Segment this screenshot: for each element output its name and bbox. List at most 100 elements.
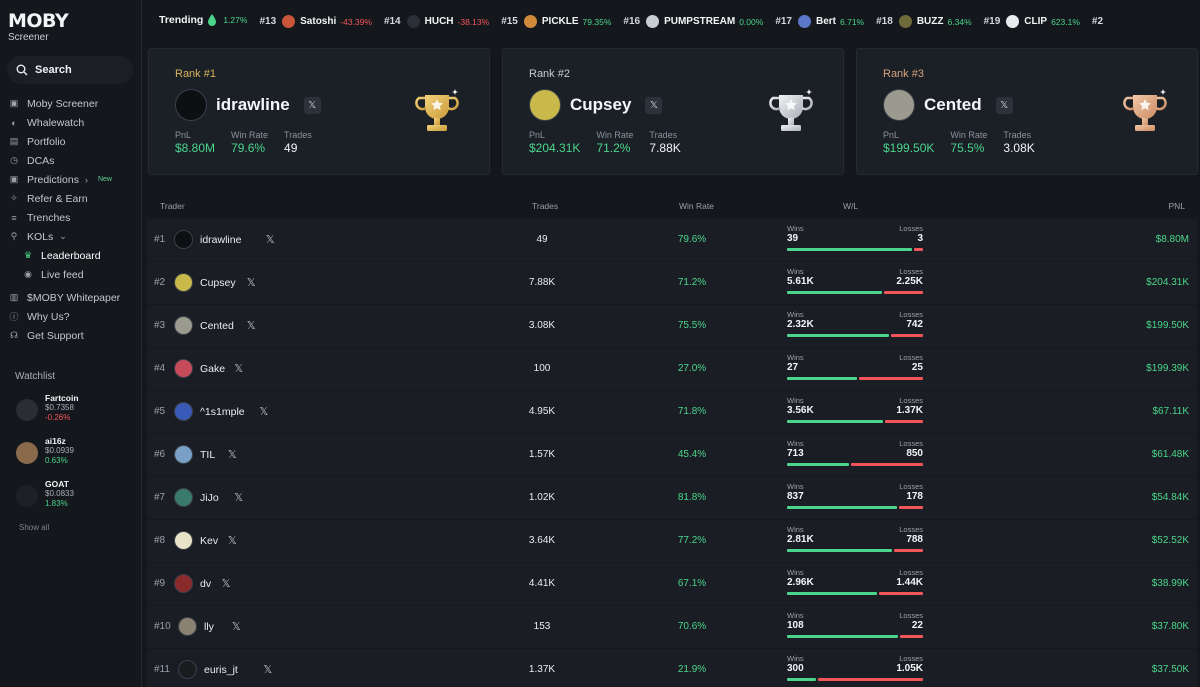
- ticker-symbol: CLIP: [1024, 16, 1048, 27]
- sidebar-item-label: Live feed: [41, 268, 84, 281]
- table-row[interactable]: #9 dv 𝕏 4.41K 67.1% Wins Losses 2.96K 1.44…: [147, 562, 1197, 605]
- losses-count: 1.05K: [896, 663, 923, 674]
- table-row[interactable]: #4 Gake 𝕏 100 27.0% Wins Losses 27 25 $199…: [147, 347, 1197, 390]
- ticker-item[interactable]: #13 Satoshi -43.39%: [259, 15, 372, 28]
- trader-name[interactable]: euris_jt: [204, 664, 238, 676]
- trophy-icon: [415, 89, 459, 131]
- x-twitter-icon[interactable]: 𝕏: [259, 405, 269, 418]
- rank-card-3[interactable]: Rank #3 Cented 𝕏 PnL $199.50K Win Rate 75.…: [856, 48, 1198, 175]
- table-row[interactable]: #10 lly 𝕏 153 70.6% Wins Losses 108 22 $37…: [147, 605, 1197, 648]
- x-twitter-icon[interactable]: 𝕏: [265, 233, 275, 246]
- row-winrate: 27.0%: [677, 363, 707, 374]
- losses-fill: [879, 592, 923, 595]
- sidebar-item-moby-whitepaper[interactable]: ▥ $MOBY Whitepaper: [8, 288, 138, 307]
- sidebar-item-predictions[interactable]: ▣ Predictions › New: [8, 170, 138, 189]
- table-row[interactable]: #3 Cented 𝕏 3.08K 75.5% Wins Losses 2.32K…: [147, 304, 1197, 347]
- x-twitter-icon[interactable]: 𝕏: [231, 620, 241, 633]
- losses-fill: [851, 463, 923, 466]
- trader-name[interactable]: Gake: [200, 363, 226, 375]
- sidebar-item-label: Moby Screener: [27, 97, 99, 110]
- token-avatar: [523, 15, 537, 28]
- wins-fill: [787, 334, 889, 337]
- app-logo[interactable]: MOBY Screener: [8, 12, 69, 44]
- win-loss-bar: Wins Losses 2.32K 742: [787, 310, 923, 337]
- token-avatar: [16, 485, 38, 507]
- stat-label: Trades: [649, 130, 678, 140]
- watchlist-item[interactable]: ai16z $0.0939 0.63%: [16, 436, 136, 472]
- x-twitter-icon[interactable]: 𝕏: [246, 276, 256, 289]
- ticker-rank: #19: [983, 16, 1001, 27]
- ticker-item[interactable]: #19 CLIP 623.1%: [984, 15, 1080, 28]
- sidebar-item-whalewatch[interactable]: ◐ Whalewatch: [8, 113, 138, 132]
- x-twitter-icon[interactable]: 𝕏: [234, 491, 244, 504]
- sidebar-item-live-feed[interactable]: ◉ Live feed: [8, 265, 138, 284]
- sidebar-item-dcas[interactable]: ◷ DCAs: [8, 151, 138, 170]
- x-twitter-icon[interactable]: 𝕏: [995, 96, 1013, 114]
- row-pnl: $8.80M: [1155, 234, 1189, 245]
- x-twitter-icon[interactable]: 𝕏: [234, 362, 244, 375]
- ticker-item[interactable]: #16 PUMPSTREAM 0.00%: [623, 15, 763, 28]
- x-twitter-icon[interactable]: 𝕏: [227, 448, 237, 461]
- avatar: [174, 359, 193, 378]
- row-winrate: 81.8%: [677, 492, 707, 503]
- watchlist-item[interactable]: Fartcoin $0.7358 -0.26%: [16, 393, 136, 429]
- avatar: [174, 230, 193, 249]
- ticker-change: 0.00%: [739, 16, 764, 27]
- win-loss-bar: Wins Losses 300 1.05K: [787, 654, 923, 681]
- table-row[interactable]: #7 JiJo 𝕏 1.02K 81.8% Wins Losses 837 178 …: [147, 476, 1197, 519]
- ticker-rank: #16: [623, 16, 641, 27]
- row-pnl: $38.99K: [1151, 578, 1189, 589]
- table-row[interactable]: #1 idrawline 𝕏 49 79.6% Wins Losses 39 3 $…: [147, 218, 1197, 261]
- avatar: [174, 402, 193, 421]
- watchlist-item[interactable]: GOAT $0.0833 1.83%: [16, 479, 136, 515]
- table-row[interactable]: #8 Kev 𝕏 3.64K 77.2% Wins Losses 2.81K 788…: [147, 519, 1197, 562]
- show-all-link[interactable]: Show all: [19, 523, 50, 532]
- sidebar-item-why-us[interactable]: ⓘ Why Us?: [8, 307, 138, 326]
- trader-name[interactable]: TIL: [200, 449, 216, 461]
- rank-card-2[interactable]: Rank #2 Cupsey 𝕏 PnL $204.31K Win Rate 71.…: [502, 48, 844, 175]
- row-pnl: $199.50K: [1146, 320, 1189, 331]
- table-row[interactable]: #11 euris_jt 𝕏 1.37K 21.9% Wins Losses 30…: [147, 648, 1197, 687]
- table-row[interactable]: #5 ^1s1mple 𝕏 4.95K 71.8% Wins Losses 3.5…: [147, 390, 1197, 433]
- sidebar-item-portfolio[interactable]: ▤ Portfolio: [8, 132, 138, 151]
- sidebar-item-refer-earn[interactable]: ✧ Refer & Earn: [8, 189, 138, 208]
- sidebar-item-kols[interactable]: ⚲ KOLs ⌄: [8, 227, 138, 246]
- wins-label: Wins: [787, 611, 804, 620]
- sidebar-item-trenches[interactable]: ≡ Trenches: [8, 208, 138, 227]
- losses-count: 178: [906, 491, 923, 502]
- ticker-item[interactable]: #17 Bert 6.71%: [775, 15, 864, 28]
- stat-label: Win Rate: [950, 130, 988, 140]
- losses-label: Losses: [899, 439, 923, 448]
- ticker-item[interactable]: #15 PICKLE 79.35%: [501, 15, 611, 28]
- ticker-item[interactable]: #14 HUCH -38.13%: [384, 15, 489, 28]
- sidebar-item-get-support[interactable]: ☊ Get Support: [8, 326, 138, 345]
- trader-name[interactable]: lly: [204, 621, 214, 633]
- trader-name[interactable]: dv: [200, 578, 212, 590]
- table-row[interactable]: #2 Cupsey 𝕏 7.88K 71.2% Wins Losses 5.61K…: [147, 261, 1197, 304]
- new-badge: New: [97, 176, 112, 183]
- x-twitter-icon[interactable]: 𝕏: [263, 663, 273, 676]
- trader-name[interactable]: idrawline: [200, 234, 242, 246]
- table-header: Trader Trades Win Rate W/L PNL: [147, 188, 1197, 218]
- wins-label: Wins: [787, 654, 804, 663]
- win-loss-bar: Wins Losses 837 178: [787, 482, 923, 509]
- trader-name[interactable]: ^1s1mple: [200, 406, 245, 418]
- sidebar-item-leaderboard[interactable]: ♛ Leaderboard: [8, 246, 138, 265]
- row-rank: #4: [154, 363, 166, 374]
- x-twitter-icon[interactable]: 𝕏: [246, 319, 256, 332]
- trader-name[interactable]: Kev: [200, 535, 219, 547]
- sidebar-item-moby-screener[interactable]: ▣ Moby Screener: [8, 94, 138, 113]
- moby-logo-icon: ▣: [9, 98, 19, 108]
- ticker-item[interactable]: #2: [1092, 16, 1113, 27]
- trader-name[interactable]: JiJo: [200, 492, 219, 504]
- x-twitter-icon[interactable]: 𝕏: [303, 96, 321, 114]
- trader-name[interactable]: Cupsey: [200, 277, 236, 289]
- table-row[interactable]: #6 TIL 𝕏 1.57K 45.4% Wins Losses 713 850 $…: [147, 433, 1197, 476]
- x-twitter-icon[interactable]: 𝕏: [227, 534, 237, 547]
- trader-name[interactable]: Cented: [200, 320, 234, 332]
- x-twitter-icon[interactable]: 𝕏: [221, 577, 231, 590]
- x-twitter-icon[interactable]: 𝕏: [645, 96, 663, 114]
- rank-card-1[interactable]: Rank #1 idrawline 𝕏 PnL $8.80M Win Rate 79…: [148, 48, 490, 175]
- search-button[interactable]: Search: [7, 56, 133, 84]
- ticker-item[interactable]: #18 BUZZ 6.34%: [876, 15, 972, 28]
